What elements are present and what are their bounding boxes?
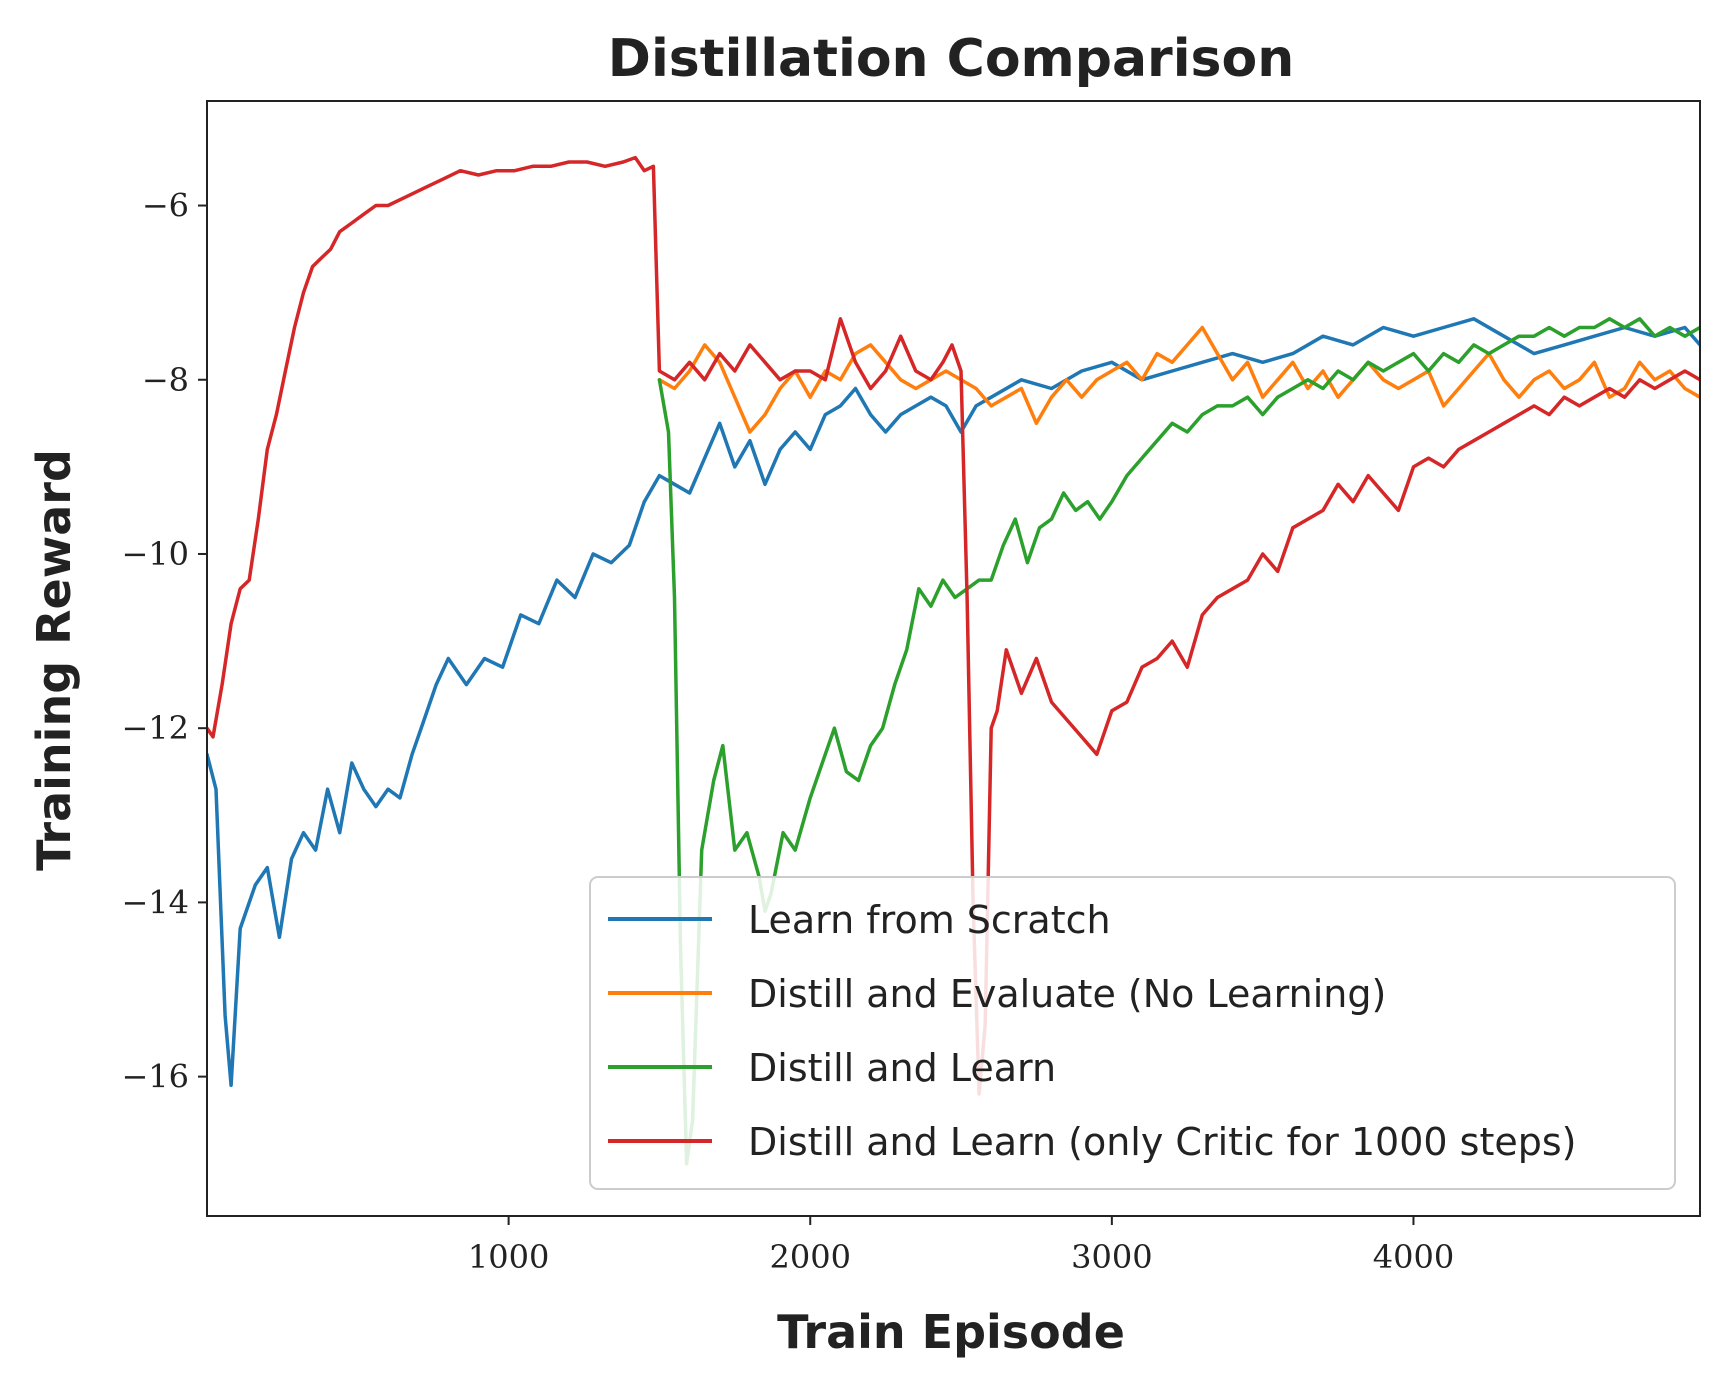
legend-label-4: Distill and Learn (only Critic for 1000 … — [748, 1120, 1577, 1164]
y-tick-label: −12 — [121, 709, 189, 747]
series-line-4 — [207, 155, 1700, 1096]
x-tick-label: 4000 — [1373, 1238, 1454, 1276]
x-axis: 1000 2000 3000 4000 — [468, 1216, 1454, 1276]
y-tick-label: −6 — [142, 187, 189, 225]
y-tick-label: −10 — [121, 535, 189, 573]
x-tick-label: 2000 — [770, 1238, 851, 1276]
series-line-3 — [657, 317, 1700, 1166]
series-layer — [207, 155, 1700, 1166]
x-tick-label: 1000 — [468, 1238, 549, 1276]
legend: Learn from Scratch Distill and Evaluate (… — [589, 876, 1676, 1190]
legend-label-1: Learn from Scratch — [748, 898, 1111, 942]
y-tick-label: −16 — [121, 1058, 189, 1096]
chart-title: Distillation Comparison — [608, 29, 1294, 89]
legend-label-3: Distill and Learn — [748, 1046, 1056, 1090]
x-axis-label: Train Episode — [777, 1305, 1125, 1359]
legend-label-2: Distill and Evaluate (No Learning) — [748, 972, 1386, 1016]
series-line-1 — [207, 317, 1700, 1088]
y-axis-label: Training Reward — [27, 449, 81, 871]
y-tick-label: −14 — [121, 883, 189, 921]
y-tick-label: −8 — [142, 361, 189, 399]
y-axis: −16 −14 −12 −10 −8 −6 — [121, 187, 207, 1096]
plot-frame — [206, 100, 1701, 1217]
series-line-2 — [657, 325, 1700, 434]
x-tick-label: 3000 — [1071, 1238, 1152, 1276]
legend-box — [589, 876, 1676, 1190]
